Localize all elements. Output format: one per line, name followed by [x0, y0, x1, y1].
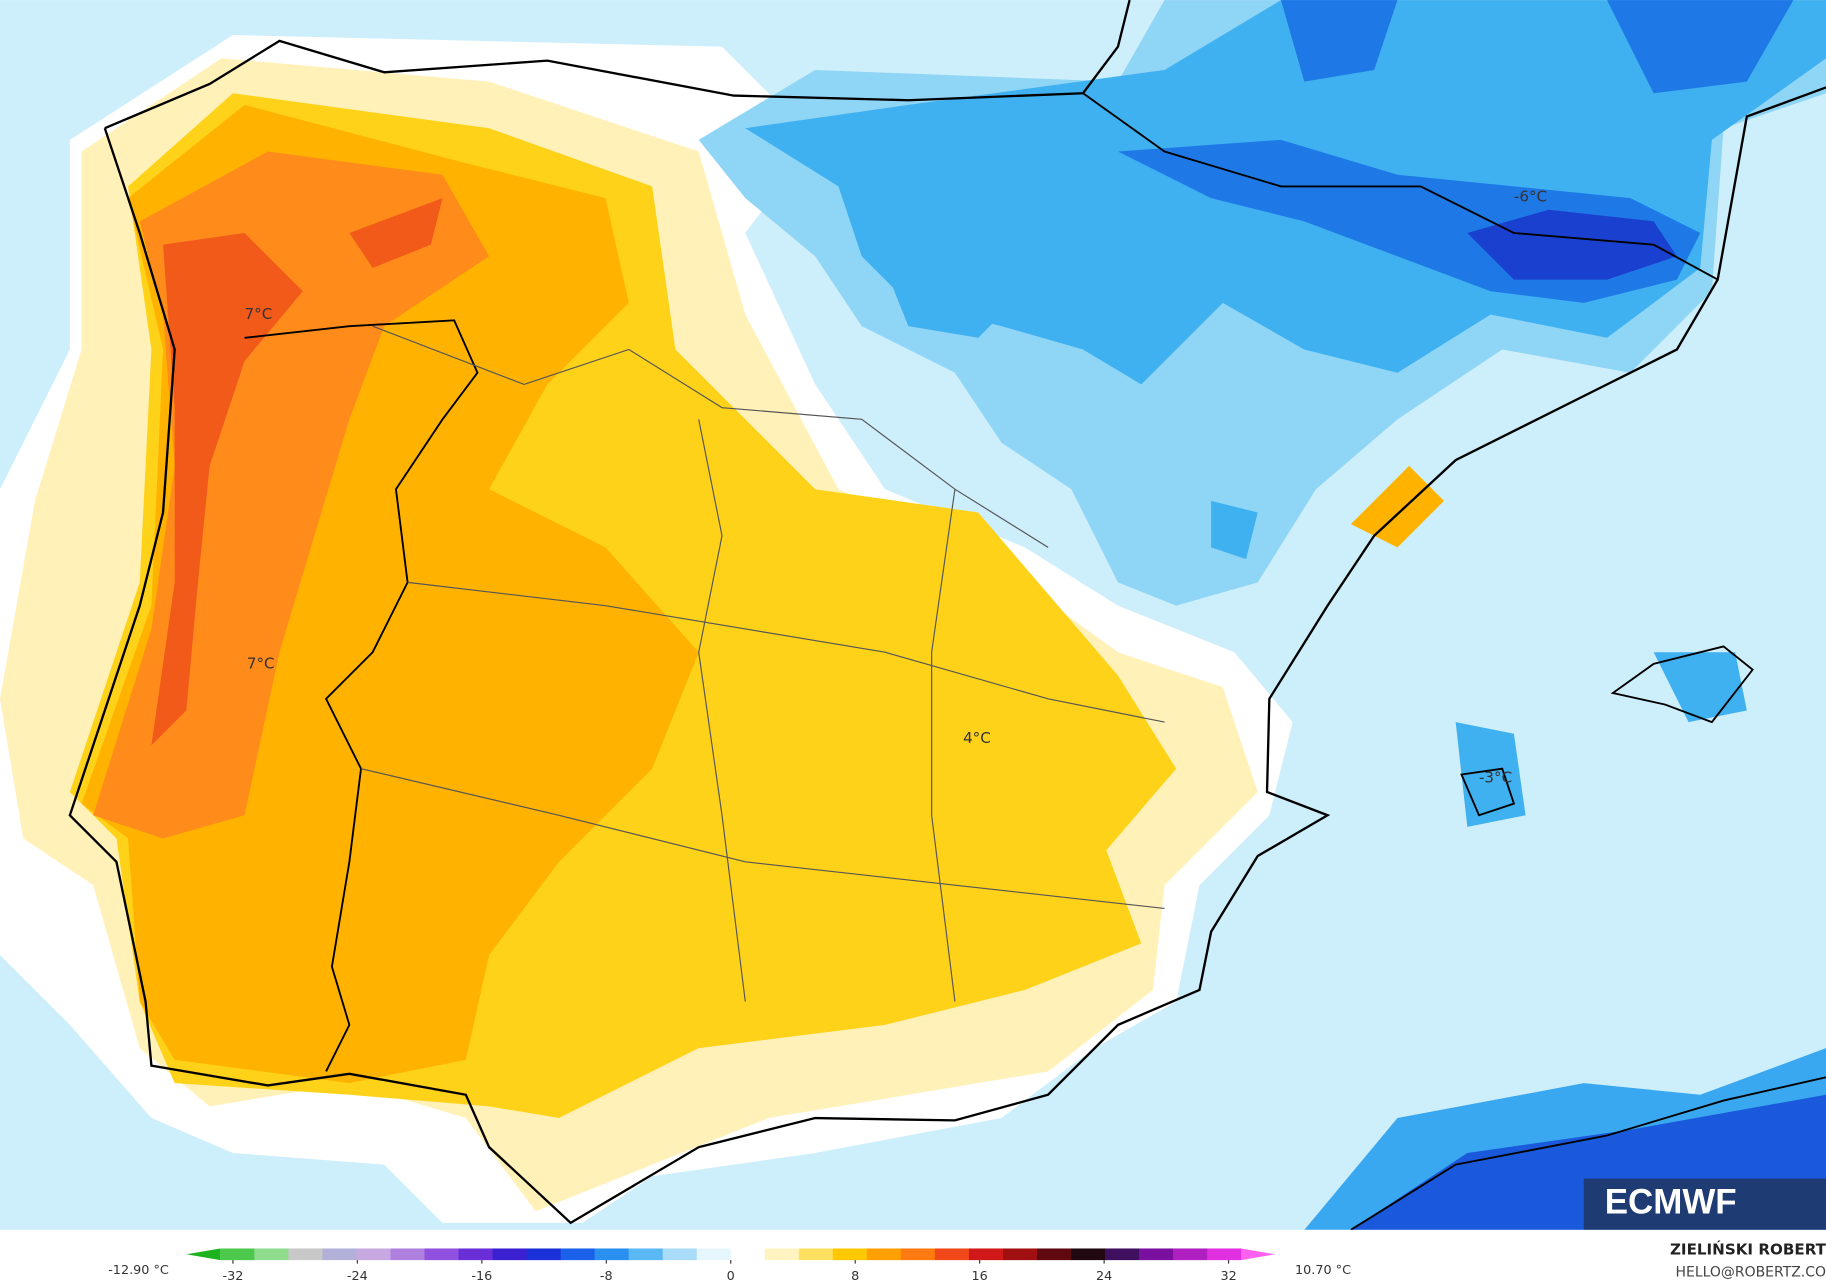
colorbar-cell	[900, 1248, 936, 1261]
map-label: 7°C	[247, 655, 275, 673]
africa-coast	[1350, 1076, 1826, 1231]
logo: ECMWF	[1605, 1183, 1737, 1222]
colorbar-cell	[594, 1248, 630, 1261]
colorbar-tick-label: 24	[1096, 1269, 1112, 1284]
colorbar-cell	[492, 1248, 528, 1261]
colorbar-cell	[220, 1248, 255, 1261]
colorbar-tick-label: 32	[1220, 1269, 1236, 1284]
map-label: -6°C	[1514, 188, 1547, 206]
colorbar-cell	[1036, 1248, 1072, 1261]
map-label: 7°C	[245, 305, 273, 323]
border-france	[1082, 92, 1719, 281]
colorbar-cell	[1071, 1248, 1106, 1261]
field-orange-east	[1350, 465, 1445, 548]
colorbar-cell	[934, 1248, 970, 1261]
colorbar-cell	[254, 1248, 289, 1261]
colorbar-cell	[832, 1248, 868, 1261]
balearic-islands	[1460, 645, 1754, 817]
colorbar-tick-label: 8	[851, 1269, 859, 1284]
field-red	[151, 198, 443, 746]
colorbar-cell	[560, 1248, 596, 1261]
colorbar-tick-label: -32	[222, 1269, 243, 1284]
credit-email: HELLO@ROBERTZ.CO	[1676, 1264, 1826, 1280]
colorbar-cell	[696, 1248, 732, 1261]
border-portugal	[244, 319, 479, 1072]
colorbar-cell	[730, 1248, 766, 1261]
logo-box	[1583, 1178, 1826, 1230]
region-borders	[360, 325, 1165, 1002]
colorbar-cell	[322, 1248, 358, 1261]
coastline	[68, 0, 1826, 1225]
colorbar-cell	[458, 1248, 494, 1261]
colorbar-tick-label: -8	[600, 1269, 613, 1284]
colorbar-cell	[1002, 1248, 1038, 1261]
colorbar-cell	[764, 1248, 800, 1261]
colorbar-cell	[526, 1248, 562, 1261]
colorbar: -32 -24 -16 -8 0 8 16 24 32	[186, 1248, 1276, 1284]
colorbar-cell	[390, 1248, 426, 1261]
colorbar-end	[1241, 1248, 1276, 1261]
field-blue-spots	[885, 250, 1747, 827]
colorbar-tick-label: 0	[727, 1269, 735, 1284]
colorbar-cell	[356, 1248, 392, 1261]
colorbar-cell	[1173, 1248, 1208, 1261]
colorbar-cell	[662, 1248, 698, 1261]
field-darkest-blue	[1467, 209, 1677, 280]
map-label: 4°C	[963, 729, 991, 747]
credit-author: ZIELIŃSKI ROBERT	[1670, 1239, 1826, 1258]
colorbar-max: 10.70 °C	[1295, 1263, 1351, 1278]
colorbar-cell	[288, 1248, 324, 1261]
colorbar-cell	[866, 1248, 902, 1261]
colorbar-tick-label: 16	[972, 1269, 988, 1284]
colorbar-tick-label: -24	[347, 1269, 368, 1284]
colorbar-min: -12.90 °C	[108, 1263, 169, 1278]
colorbar-cell	[1105, 1248, 1140, 1261]
colorbar-tick-label: -16	[471, 1269, 492, 1284]
colorbar-cell	[1139, 1248, 1174, 1261]
colorbar-cell	[968, 1248, 1004, 1261]
map-label: -3°C	[1479, 769, 1512, 787]
colorbar-cell	[1207, 1248, 1242, 1261]
colorbar-end	[186, 1248, 221, 1261]
colorbar-cell	[628, 1248, 664, 1261]
colorbar-cell	[798, 1248, 834, 1261]
colorbar-cell	[424, 1248, 460, 1261]
